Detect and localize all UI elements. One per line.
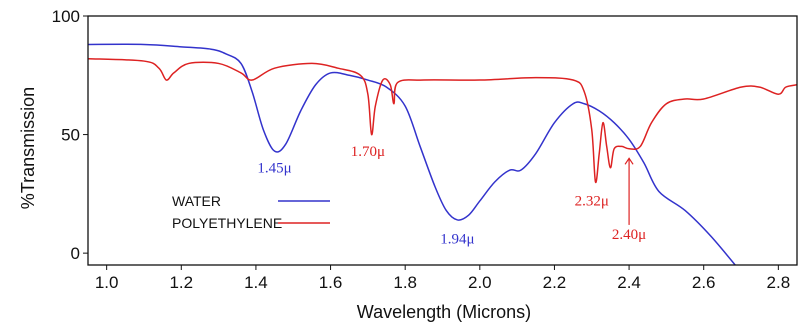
plot-area — [88, 16, 797, 265]
plot-background — [88, 16, 797, 265]
annotation-layer: 1.45μ 1.70μ 1.94μ 2.32μ 2.40μ — [257, 144, 646, 248]
peak-annotation: 1.45μ — [257, 161, 291, 177]
legend-label: WATER — [172, 193, 221, 209]
y-tick-label: 50 — [61, 126, 80, 145]
annotation-arrow-head — [624, 157, 634, 165]
x-tick-label: 1.4 — [244, 273, 268, 292]
polyethylene-series-line — [88, 57, 797, 184]
axes: 1.0 1.2 1.4 1.6 1.8 2.0 2.2 2.4 2.6 2.8 0 50 100 — [52, 7, 798, 292]
x-tick-label: 2.4 — [617, 273, 641, 292]
y-axis-title: %Transmission — [18, 87, 38, 209]
x-tick-label: 2.2 — [543, 273, 567, 292]
x-tick-label: 2.8 — [767, 273, 791, 292]
x-tick-label: 1.2 — [169, 273, 193, 292]
peak-annotation: 1.70μ — [351, 144, 385, 160]
axis-frame — [87, 15, 798, 266]
peak-annotation: 1.94μ — [440, 232, 474, 248]
x-axis-title: Wavelength (Microns) — [357, 302, 531, 322]
x-tick-label: 1.0 — [95, 273, 119, 292]
legend-label: POLYETHYLENE — [172, 215, 282, 231]
x-tick-label: 2.0 — [468, 273, 492, 292]
x-tick-label: 1.8 — [393, 273, 417, 292]
peak-annotation: 2.40μ — [612, 227, 646, 243]
series-layer — [88, 43, 797, 265]
legend: WATER POLYETHYLENE — [172, 193, 330, 231]
peak-annotation: 2.32μ — [575, 194, 609, 210]
y-tick-label: 0 — [71, 244, 80, 263]
water-series-line — [88, 43, 737, 265]
y-tick-label: 100 — [52, 7, 80, 26]
x-tick-label: 1.6 — [319, 273, 343, 292]
x-tick-label: 2.6 — [692, 273, 716, 292]
